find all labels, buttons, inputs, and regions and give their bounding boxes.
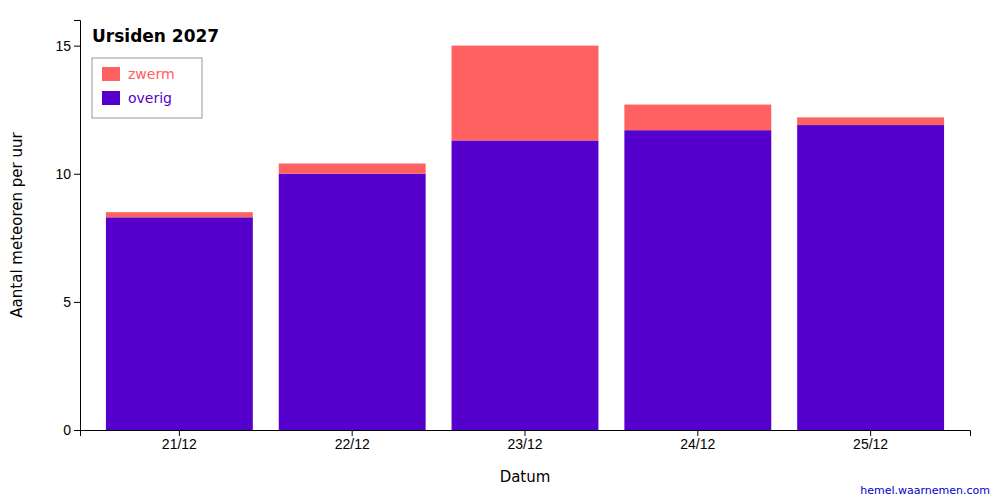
bar-segment [624, 105, 771, 131]
y-tick-mark [74, 174, 80, 175]
bar-segment [279, 164, 426, 174]
x-tick-label: 25/12 [853, 436, 888, 452]
y-tick-label: 5 [63, 294, 71, 310]
x-tick-label: 23/12 [507, 436, 542, 452]
legend-swatch [102, 67, 120, 81]
x-tick: 25/12 [853, 430, 888, 452]
bar-segment [106, 217, 253, 430]
series-0 [106, 125, 944, 430]
bar-segment [452, 46, 599, 141]
y-axis-line [74, 21, 81, 431]
bar-segment [797, 125, 944, 430]
x-tick-label: 22/12 [335, 436, 370, 452]
title: Ursiden 2027 [92, 26, 219, 46]
legend-label: zwerm [128, 66, 175, 82]
x-axis-title: Datum [500, 468, 551, 486]
y-tick: 0 [63, 422, 80, 438]
y-tick-mark [74, 430, 80, 431]
y-tick-label: 10 [55, 166, 71, 182]
x-tick: 22/12 [335, 430, 370, 452]
legend-swatch [102, 91, 120, 105]
series-1 [106, 46, 944, 218]
watermark: hemel.waarnemen.com [860, 484, 990, 497]
x-tick-label: 24/12 [680, 436, 715, 452]
y-tick-mark [74, 302, 80, 303]
x-tick-label: 21/12 [162, 436, 197, 452]
plot-area: 21/12 22/12 23/12 24/12 25/12 0 5 10 15 Ursiden 2… [55, 21, 970, 452]
bar-segment [797, 117, 944, 125]
bar-segment [279, 174, 426, 430]
bar-segment [624, 130, 771, 430]
legend-frame [92, 58, 202, 118]
y-tick-mark [74, 46, 80, 47]
legend-item: zwerm [102, 66, 175, 82]
bar-segment [106, 212, 253, 217]
y-axis-title: Aantal meteoren per uur [8, 132, 26, 318]
y-tick: 15 [55, 38, 80, 54]
bar-segment [452, 140, 599, 430]
y-axis: 0 5 10 15 [55, 21, 80, 438]
chart: 21/12 22/12 23/12 24/12 25/12 0 5 10 15 Ursiden 2… [0, 0, 1000, 500]
x-tick: 21/12 [162, 430, 197, 452]
y-tick-label: 0 [63, 422, 71, 438]
legend-item: overig [102, 90, 172, 106]
legend-label: overig [128, 90, 172, 106]
y-tick: 5 [63, 294, 80, 310]
y-tick: 10 [55, 166, 80, 182]
x-tick: 23/12 [507, 430, 542, 452]
bars [106, 46, 944, 430]
x-tick: 24/12 [680, 430, 715, 452]
legend: zwerm overig [92, 58, 202, 118]
x-axis: 21/12 22/12 23/12 24/12 25/12 [81, 430, 971, 452]
y-tick-label: 15 [55, 38, 71, 54]
